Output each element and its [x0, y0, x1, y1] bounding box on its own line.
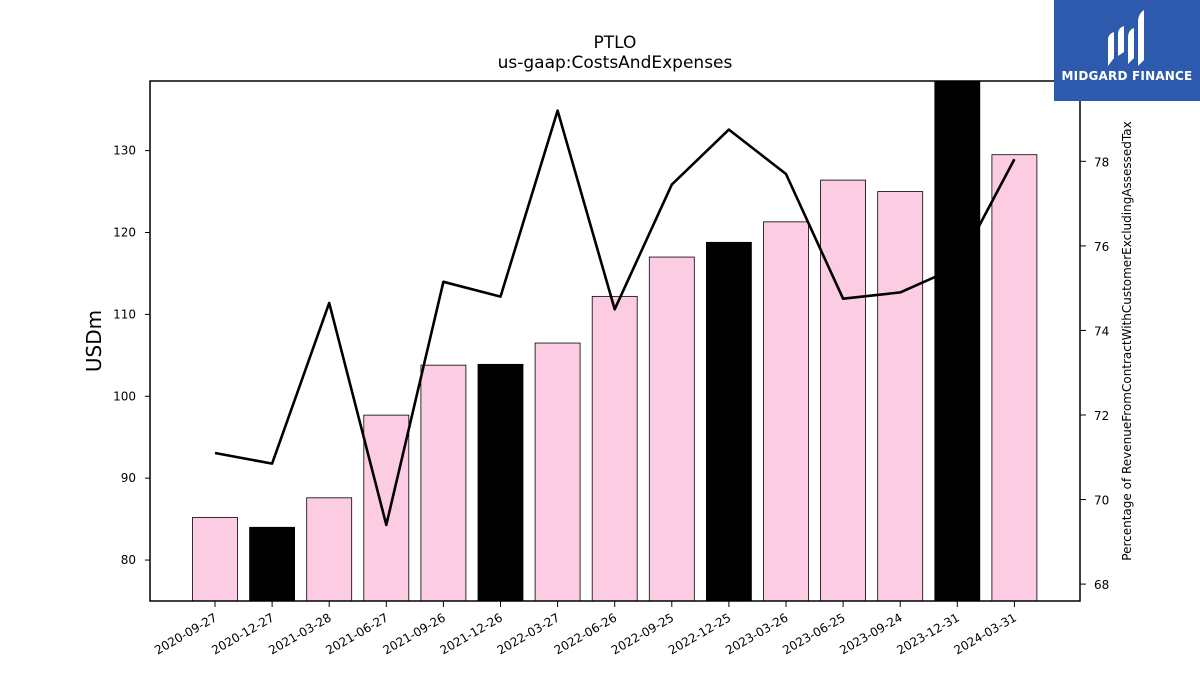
chart-subtitle: us-gaap:CostsAndExpenses: [498, 53, 733, 73]
y-axis-left: 80 90 100 110 120 130: [113, 144, 150, 567]
y-tick-label: 120: [113, 225, 136, 239]
y-tick-label: 110: [113, 307, 136, 321]
y-tick-label: 80: [121, 553, 136, 567]
y2-tick-label: 72: [1094, 409, 1109, 423]
y2-axis-label: Percentage of RevenueFromContractWithCus…: [1120, 121, 1134, 560]
bar: [648, 256, 695, 602]
bar: [991, 154, 1038, 602]
bar: [591, 295, 638, 602]
x-axis: 2020-09-272020-12-272021-03-282021-06-27…: [152, 601, 1019, 657]
bar: [820, 179, 866, 602]
bar: [934, 80, 981, 602]
bar: [249, 526, 296, 602]
midgard-finance-logo: MIDGARD FINANCE: [1054, 0, 1200, 101]
bar-series: [192, 80, 1038, 602]
x-tick-label: 2022-09-25: [609, 610, 676, 657]
y2-tick-label: 70: [1094, 494, 1109, 508]
x-tick-label: 2022-03-27: [495, 610, 562, 657]
bar: [420, 364, 467, 602]
y2-tick-label: 78: [1094, 155, 1109, 169]
y-axis-right: 68 70 72 74 76 78: [1080, 155, 1109, 592]
x-tick-label: 2020-12-27: [209, 610, 276, 657]
bar: [306, 497, 353, 602]
logo-text: MIDGARD FINANCE: [1061, 69, 1193, 83]
x-tick-label: 2021-09-26: [380, 610, 447, 657]
x-tick-label: 2024-03-31: [951, 610, 1018, 657]
x-tick-label: 2023-03-26: [723, 610, 790, 657]
x-tick-label: 2023-12-31: [894, 610, 961, 657]
line-path: [214, 109, 1016, 527]
bar: [706, 241, 752, 602]
x-tick-label: 2023-09-24: [837, 610, 904, 657]
y-tick-label: 90: [121, 471, 136, 485]
x-tick-label: 2022-06-26: [552, 610, 619, 657]
x-tick-label: 2022-12-25: [666, 610, 733, 657]
chart-title: PTLO: [594, 33, 637, 53]
x-tick-label: 2023-06-25: [780, 610, 847, 657]
x-tick-label: 2020-09-27: [152, 610, 219, 657]
bar: [877, 191, 924, 602]
bar: [192, 517, 238, 602]
y2-tick-label: 74: [1094, 324, 1109, 338]
y-tick-label: 100: [113, 389, 136, 403]
bar: [477, 363, 524, 602]
x-tick-label: 2021-12-26: [438, 610, 505, 657]
x-tick-label: 2021-03-28: [266, 610, 333, 657]
y2-tick-label: 76: [1094, 240, 1109, 254]
bar: [763, 221, 809, 602]
bar: [363, 414, 410, 602]
x-tick-label: 2021-06-27: [323, 610, 390, 657]
midgard-logo-icon: [1108, 10, 1144, 66]
y-axis-label: USDm: [82, 310, 106, 372]
bar: [534, 342, 581, 602]
y2-tick-label: 68: [1094, 578, 1109, 592]
y-tick-label: 130: [113, 144, 136, 158]
line-series: [214, 109, 1016, 527]
